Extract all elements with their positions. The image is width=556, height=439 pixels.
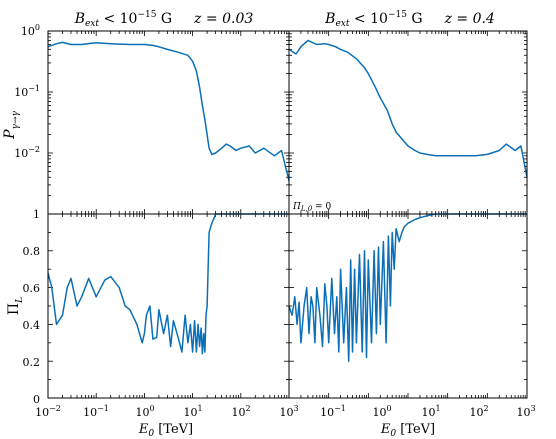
ytick-bot-2: 0.6 — [23, 282, 41, 295]
xtick-left-1: 10−1 — [83, 404, 109, 419]
ytick-top-1: 10−1 — [14, 84, 40, 99]
series-line-top-left — [47, 41, 290, 181]
annotation-pi-l0: ΠL,0 = 0 — [292, 202, 331, 213]
xtick-right-4: 102 — [469, 404, 488, 419]
ylabel-bottom: ΠL — [6, 297, 25, 315]
xtick-left-5: 103 — [279, 404, 298, 419]
xtick-right-2: 100 — [372, 404, 391, 419]
panel-frame-top-right — [288, 30, 528, 215]
panel-top-left-ticks — [47, 31, 289, 215]
xtick-right-1: 10−1 — [320, 404, 346, 419]
ytick-bot-4: 0.2 — [23, 356, 41, 369]
xtick-left-4: 102 — [231, 404, 250, 419]
xtick-right-3: 101 — [421, 404, 440, 419]
panel-frame-top-left — [47, 30, 290, 215]
ytick-top-0: 100 — [21, 23, 40, 38]
series-line-top-right — [288, 39, 528, 178]
panel-top-right-ticks — [288, 31, 527, 215]
xtick-left-0: 10−2 — [35, 404, 61, 419]
panel-frame-bottom-right — [288, 213, 528, 399]
xtick-left-2: 100 — [135, 404, 154, 419]
xlabel-left: E0 [TeV] — [138, 422, 193, 439]
ytick-bot-1: 0.8 — [23, 245, 41, 258]
ytick-top-2: 10−2 — [14, 145, 40, 160]
xtick-right-5: 103 — [516, 404, 535, 419]
series-line-bottom-right — [288, 213, 527, 362]
ytick-bot-5: 0 — [33, 393, 40, 406]
xtick-left-3: 101 — [183, 404, 202, 419]
panel-frame-bottom-left — [47, 213, 290, 399]
ytick-bot-3: 0.4 — [23, 319, 41, 332]
ytick-bot-0: 1 — [33, 208, 40, 221]
panel-bottom-left-ticks — [47, 213, 289, 399]
ylabel-top: Pγ→γ — [2, 111, 21, 140]
plot-panels — [47, 30, 528, 399]
xlabel-right: E0 [TeV] — [380, 422, 435, 439]
series-line-bottom-left — [47, 213, 289, 355]
